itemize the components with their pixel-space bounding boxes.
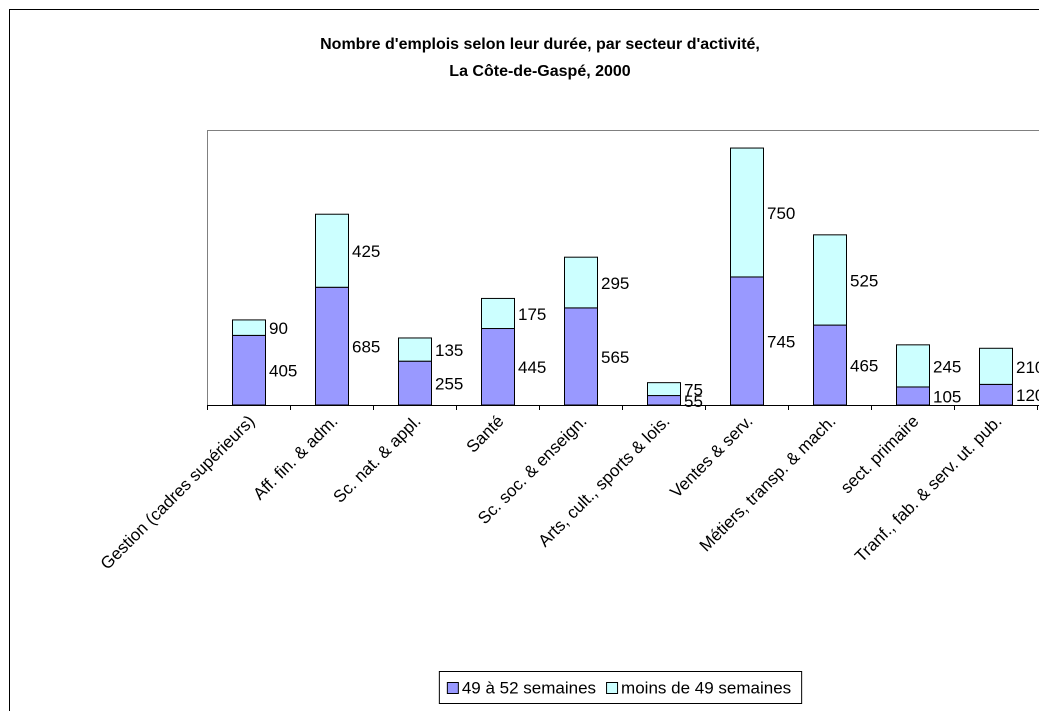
data-label: 245 [933,357,961,376]
data-label: 90 [269,319,288,338]
bar-segment [896,386,930,406]
bar-segment [481,297,515,330]
bar-segment [315,286,349,406]
bar-segment [647,382,681,397]
data-label: 745 [767,332,795,351]
data-label: 405 [269,362,297,381]
bar-segment [398,337,432,362]
data-label: 425 [352,242,380,261]
data-label: 465 [850,357,878,376]
data-label: 295 [601,274,629,293]
legend-swatch [606,682,619,694]
legend-label: 49 à 52 semaines [462,678,596,697]
data-label: 210 [1016,358,1039,377]
data-label: 105 [933,387,961,406]
bar-segment [813,234,847,326]
data-label: 120 [1016,386,1039,405]
bar-segment [481,328,515,406]
data-label: 445 [518,358,546,377]
bar-segment [232,319,266,336]
bar-segment [564,256,598,309]
data-label: 175 [518,305,546,324]
bar-segment [315,213,349,288]
data-label: 55 [684,392,703,411]
chart-title: La Côte-de-Gaspé, 2000 [449,63,631,80]
legend-box [438,671,803,704]
bar-segment [647,395,681,406]
data-label: 565 [601,348,629,367]
data-label: 75 [684,381,703,400]
bar-segment [896,344,930,388]
data-label: 135 [435,341,463,360]
legend: 49 à 52 semaines moins de 49 semaines [438,671,803,704]
data-label: 685 [352,338,380,357]
bar-segment [564,307,598,406]
legend-label: moins de 49 semaines [621,678,791,697]
bar-segment [979,383,1013,406]
bar-segment [730,276,764,406]
data-label: 750 [767,204,795,223]
bar-segment [398,360,432,406]
chart-title: Nombre d'emplois selon leur durée, par s… [320,36,760,53]
bar-segment [979,347,1013,385]
data-label: 255 [435,375,463,394]
data-label: 525 [850,271,878,290]
bar-segment [232,334,266,406]
bar-segment [730,147,764,278]
bar-segment [813,324,847,406]
legend-swatch [446,682,459,694]
